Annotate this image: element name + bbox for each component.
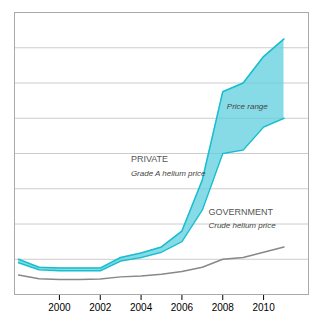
svg-text:2010: 2010 xyxy=(252,302,275,313)
svg-text:Crude helium price: Crude helium price xyxy=(208,221,276,230)
svg-text:2006: 2006 xyxy=(171,302,194,313)
svg-text:2004: 2004 xyxy=(130,302,153,313)
svg-text:2008: 2008 xyxy=(212,302,235,313)
svg-text:Grade A helium price: Grade A helium price xyxy=(131,169,206,178)
svg-text:2000: 2000 xyxy=(48,302,71,313)
svg-text:2002: 2002 xyxy=(89,302,112,313)
svg-text:Price range: Price range xyxy=(227,102,268,111)
svg-text:PRIVATE: PRIVATE xyxy=(131,154,168,164)
svg-text:GOVERNMENT: GOVERNMENT xyxy=(208,207,273,217)
